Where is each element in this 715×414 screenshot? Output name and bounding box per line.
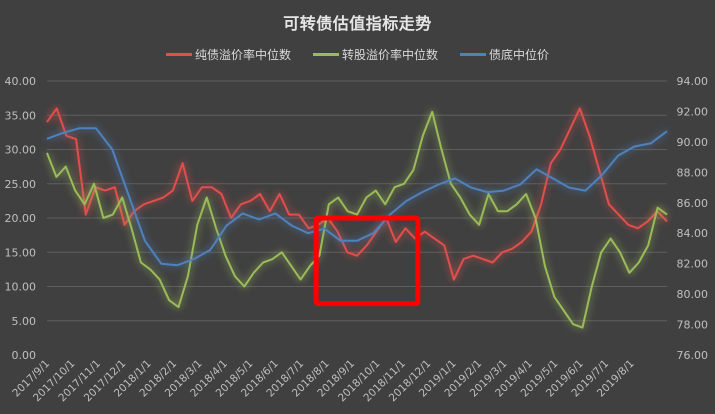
series-lines: [46, 107, 668, 329]
y-right-tick: 80.00: [677, 288, 709, 301]
gridlines: [47, 80, 667, 322]
y-right-tick: 82.00: [677, 258, 709, 271]
legend-label: 转股溢价率中位数: [341, 48, 438, 62]
y-left-tick: 15.00: [5, 246, 37, 259]
legend-swatch-green: [312, 53, 339, 56]
y-right-tick: 88.00: [677, 166, 709, 179]
y-left-tick: 40.00: [5, 75, 37, 88]
y-axis-left: 0.00 5.00 10.00 15.00 20.00 25.00 30.00 35.00 40…: [5, 75, 37, 362]
y-axis-right: 76.00 78.00 80.00 82.00 84.00 86.00 88.00 90.00…: [677, 75, 709, 362]
highlight-rectangle: [313, 215, 421, 307]
legend-item-conversion-premium: 转股溢价率中位数: [312, 46, 438, 63]
y-right-tick: 86.00: [677, 197, 709, 210]
y-left-tick: 5.00: [12, 315, 37, 328]
legend-swatch-red: [165, 53, 192, 56]
y-right-tick: 90.00: [677, 136, 709, 149]
y-left-tick: 35.00: [5, 109, 37, 122]
y-right-tick: 84.00: [677, 227, 709, 240]
legend-label: 纯债溢价率中位数: [194, 48, 291, 62]
y-right-tick: 76.00: [677, 349, 709, 362]
y-right-tick: 94.00: [677, 75, 709, 88]
series-line: [46, 127, 668, 267]
y-left-tick: 30.00: [5, 144, 37, 157]
y-left-tick: 20.00: [5, 212, 37, 225]
y-left-tick: 25.00: [5, 178, 37, 191]
legend-item-bond-floor: 债底中位价: [460, 46, 549, 63]
legend-swatch-blue: [460, 53, 486, 56]
chart-title: 可转债估值指标走势: [283, 14, 432, 33]
legend-label: 债底中位价: [489, 48, 550, 62]
series-line: [46, 110, 668, 329]
y-right-tick: 92.00: [677, 105, 709, 118]
y-left-tick: 0.00: [12, 349, 37, 362]
legend-item-pure-bond-premium: 纯债溢价率中位数: [165, 46, 291, 63]
legend: 纯债溢价率中位数 转股溢价率中位数 债底中位价: [0, 46, 715, 63]
y-left-tick: 10.00: [5, 281, 37, 294]
x-axis: 2017/9/12017/10/12017/11/12017/12/12018/…: [10, 358, 636, 405]
series-line: [46, 107, 668, 281]
y-right-tick: 78.00: [677, 319, 709, 332]
annotation-box: [313, 215, 421, 307]
